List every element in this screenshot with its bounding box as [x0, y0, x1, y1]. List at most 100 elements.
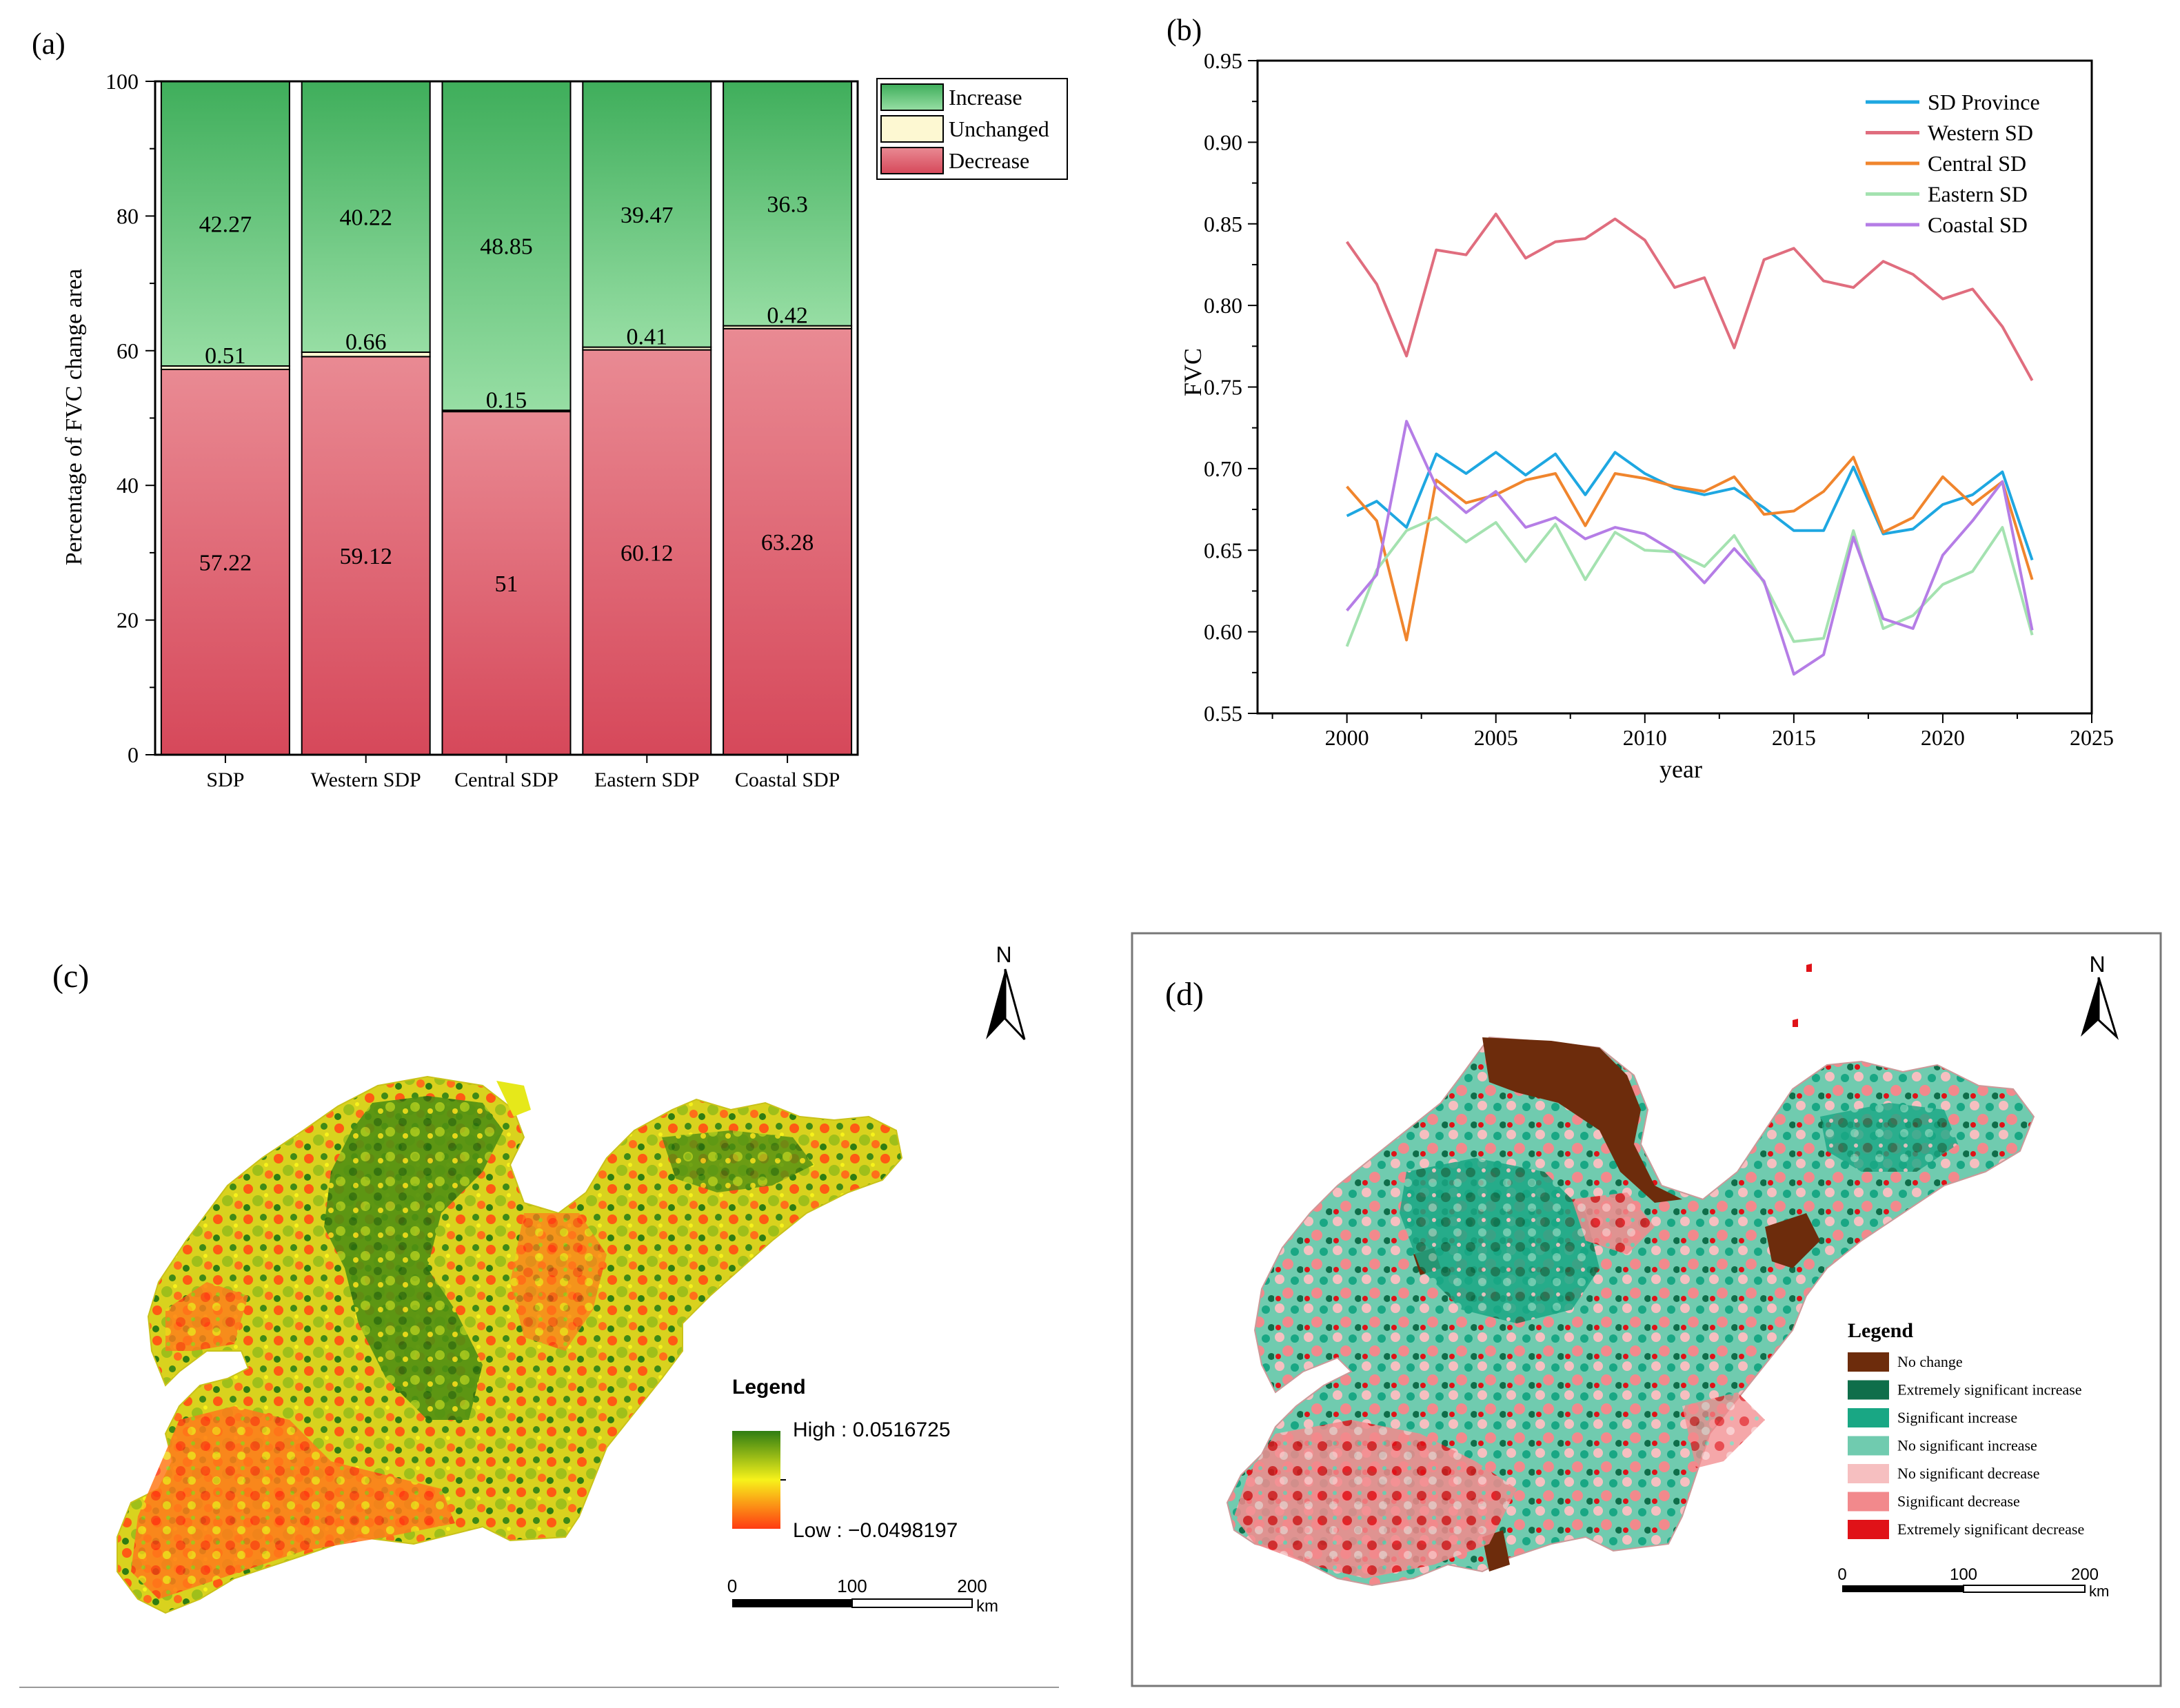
north-arrow-icon: [986, 969, 1005, 1039]
y-tick-label: 100: [105, 69, 139, 94]
panel-c-scale-white: [851, 1598, 973, 1608]
legend-swatch: [1848, 1352, 1889, 1372]
bar-label-increase: 36.3: [767, 192, 808, 217]
legend-label: Extremely significant decrease: [1897, 1521, 2084, 1538]
bar-label-unchanged: 0.51: [205, 343, 246, 369]
panel-d-north-letter: N: [2089, 952, 2105, 977]
panel-c-scale-tick-0: 0: [727, 1576, 737, 1596]
bar-label-increase: 42.27: [199, 212, 252, 237]
legend-swatch: [1848, 1436, 1889, 1456]
x-tick-label: SDP: [206, 769, 244, 791]
bar-label-decrease: 57.22: [199, 550, 252, 576]
y-tick-label: 0.55: [1204, 701, 1242, 726]
series-line: [1346, 456, 2034, 642]
x-tick-label: 2005: [1474, 725, 1518, 750]
panel-b-y-axis-label: FVC: [1179, 348, 1207, 396]
legend-label: Significant decrease: [1897, 1493, 2020, 1510]
legend-label: No significant increase: [1897, 1437, 2037, 1454]
panel-c-north-arrow: N: [986, 942, 1026, 1041]
legend-label: Eastern SD: [1928, 182, 2028, 207]
y-tick-label: 0.65: [1204, 538, 1242, 562]
panel-d-map-raster: [1226, 964, 2035, 1587]
x-tick-label: 2025: [2070, 725, 2114, 750]
bar-label-decrease: 51: [495, 571, 518, 597]
panel-a-bar-chart: (a) 57.22 0.51 42.27 59.12 0.66 40.22 51 0.15 48…: [32, 27, 1068, 791]
bar-label-increase: 39.47: [620, 203, 674, 228]
x-tick-label: 2015: [1772, 725, 1816, 750]
x-tick-label: 2020: [1921, 725, 1965, 750]
panel-a-legend: Increase Unchanged Decrease: [876, 78, 1068, 180]
y-tick-label: 0.90: [1204, 130, 1242, 154]
series-line: [1346, 451, 2034, 561]
legend-label: Extremely significant increase: [1897, 1381, 2082, 1399]
panel-c-legend: Legend High : 0.0516725 Low : −0.0498197: [732, 1376, 958, 1542]
bar-label-increase: 48.85: [480, 234, 533, 260]
bar-label-decrease: 60.12: [620, 540, 674, 566]
bar-label-unchanged: 0.15: [486, 387, 527, 413]
x-tick-label: Eastern SDP: [594, 769, 700, 791]
panel-b-legend: SD Province Western SD Central SD Eastern S…: [1866, 90, 2040, 237]
legend-label: Increase: [949, 85, 1022, 110]
panel-b-line-chart: (b) 2000 2005 2010 2015 2020 2025 0.55 0.60 0.65…: [1167, 13, 2114, 783]
panel-c-label: (c): [52, 958, 89, 995]
panel-b-x-axis-label: year: [1659, 755, 1702, 783]
panel-d-scale-bar: 0 100 200 km: [1837, 1565, 2109, 1600]
panel-c-scale-black: [732, 1599, 852, 1607]
legend-label: Western SD: [1928, 121, 2033, 145]
panel-d-label: (d): [1165, 976, 1204, 1013]
panel-d-scale-black: [1842, 1585, 1964, 1592]
legend-swatch: [1848, 1380, 1889, 1400]
panel-d-legend: Legend No change Extremely significant in…: [1848, 1319, 2084, 1539]
legend-label: No change: [1897, 1353, 1963, 1370]
legend-label: Unchanged: [949, 116, 1049, 141]
series-line: [1346, 420, 2034, 676]
y-tick-label: 0.70: [1204, 456, 1242, 481]
panel-d-scale-white: [1963, 1585, 2086, 1593]
legend-swatch: [880, 147, 944, 174]
bar-decrease: [723, 327, 853, 755]
y-tick-label: 60: [117, 338, 139, 363]
bar-decrease: [160, 368, 290, 755]
panel-d-frame: [1131, 932, 2162, 1687]
north-arrow-icon-outline: [1004, 968, 1026, 1041]
panel-c-north-letter: N: [996, 942, 1011, 967]
panel-c-color-ramp: [732, 1431, 780, 1529]
legend-label: Decrease: [949, 148, 1029, 173]
y-tick-label: 40: [117, 473, 139, 498]
panel-a-y-axis-label: Percentage of FVC change area: [61, 269, 87, 565]
panel-c-map-raster: [117, 1075, 903, 1614]
north-arrow-icon-outline: [2097, 977, 2119, 1040]
y-tick-label: 0.75: [1204, 375, 1242, 400]
series-line: [1345, 516, 2034, 647]
panel-d-north-arrow: N: [2081, 952, 2119, 1040]
legend-swatch: [1848, 1408, 1889, 1427]
legend-swatch: [1848, 1464, 1889, 1483]
y-tick-label: 0: [128, 742, 139, 767]
panel-c-scale-tick-1: 100: [837, 1576, 867, 1596]
x-tick-label: Western SDP: [311, 769, 421, 791]
x-tick-label: 2000: [1325, 725, 1369, 750]
panel-d-scale-tick-0: 0: [1837, 1565, 1846, 1584]
bar-label-increase: 40.22: [339, 205, 392, 230]
north-arrow-icon: [2081, 977, 2099, 1037]
panel-a-bars: 57.22 0.51 42.27 59.12 0.66 40.22 51 0.15 48.85 6…: [160, 81, 853, 755]
panel-d-significance-map: (d) N Legend No change Extremely signific…: [1131, 932, 2162, 1687]
bar-decrease: [582, 349, 712, 755]
panel-d-scale-tick-1: 100: [1950, 1565, 1977, 1584]
y-tick-label: 0.60: [1204, 620, 1242, 644]
panel-a-axes: SDP Western SDP Central SDP Eastern SDP Coas…: [105, 69, 859, 791]
panel-b-label: (b): [1167, 13, 1202, 47]
y-tick-label: 0.85: [1204, 212, 1242, 236]
y-tick-label: 0.95: [1204, 48, 1242, 73]
panel-c-scale-tick-2: 200: [957, 1576, 987, 1596]
legend-swatch: [880, 115, 944, 143]
y-tick-label: 80: [117, 203, 139, 228]
panel-d-scale-tick-2: 200: [2071, 1565, 2099, 1584]
bar-label-unchanged: 0.66: [345, 329, 387, 355]
x-tick-label: Coastal SDP: [735, 769, 840, 791]
bar-decrease: [301, 356, 431, 755]
y-tick-label: 20: [117, 608, 139, 633]
legend-swatch: [1848, 1520, 1889, 1539]
x-tick-label: Central SDP: [454, 769, 558, 791]
